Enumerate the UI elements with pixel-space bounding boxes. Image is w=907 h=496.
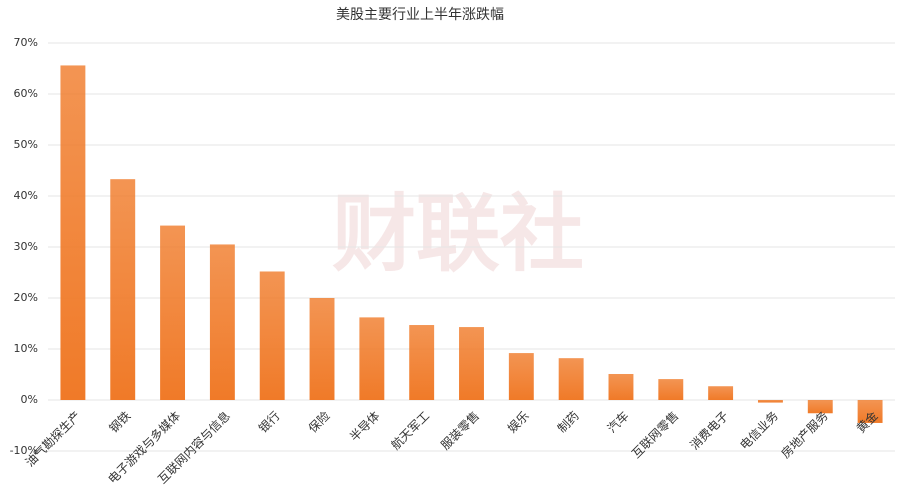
bar [807, 400, 833, 414]
bar [60, 65, 86, 400]
x-tick-label: 电信业务 [736, 408, 781, 453]
x-tick-label: 服装零售 [438, 408, 483, 453]
watermark: 财联社 [332, 185, 584, 283]
bar [110, 179, 136, 400]
x-tick-label: 房地产服务 [778, 408, 831, 461]
x-tick-label: 航天军工 [388, 408, 433, 453]
y-tick-label: 60% [14, 87, 38, 100]
x-tick-label: 互联网零售 [628, 408, 681, 461]
y-tick-label: 70% [14, 36, 38, 49]
x-tick-label: 半导体 [347, 409, 382, 444]
bar [209, 244, 235, 400]
bar [309, 298, 335, 400]
bar [857, 400, 883, 423]
x-tick-label: 消费电子 [687, 409, 731, 453]
bar [259, 271, 285, 400]
bar [757, 400, 783, 403]
y-tick-label: 10% [14, 342, 38, 355]
y-tick-label: -10% [10, 444, 38, 457]
bar [409, 325, 435, 400]
x-tick-label: 汽车 [604, 408, 632, 436]
y-tick-label: 40% [14, 189, 38, 202]
bar [658, 379, 684, 400]
y-tick-label: 0% [21, 393, 38, 406]
bar [508, 353, 534, 400]
x-tick-label: 保险 [305, 408, 333, 436]
y-tick-label: 20% [14, 291, 38, 304]
bar [160, 225, 186, 400]
y-tick-label: 50% [14, 138, 38, 151]
bar [608, 373, 634, 400]
x-tick-label: 银行 [256, 409, 283, 436]
bar [558, 358, 584, 400]
bar [459, 327, 484, 400]
x-tick-label: 钢铁 [106, 409, 133, 436]
x-tick-label: 油气勘探生产 [22, 408, 84, 470]
y-tick-label: 30% [14, 240, 38, 253]
x-tick-label: 制药 [555, 409, 582, 436]
x-tick-label: 娱乐 [505, 409, 532, 436]
bar [359, 317, 385, 400]
bar [708, 386, 734, 400]
chart-title: 美股主要行业上半年涨跌幅 [336, 7, 504, 23]
